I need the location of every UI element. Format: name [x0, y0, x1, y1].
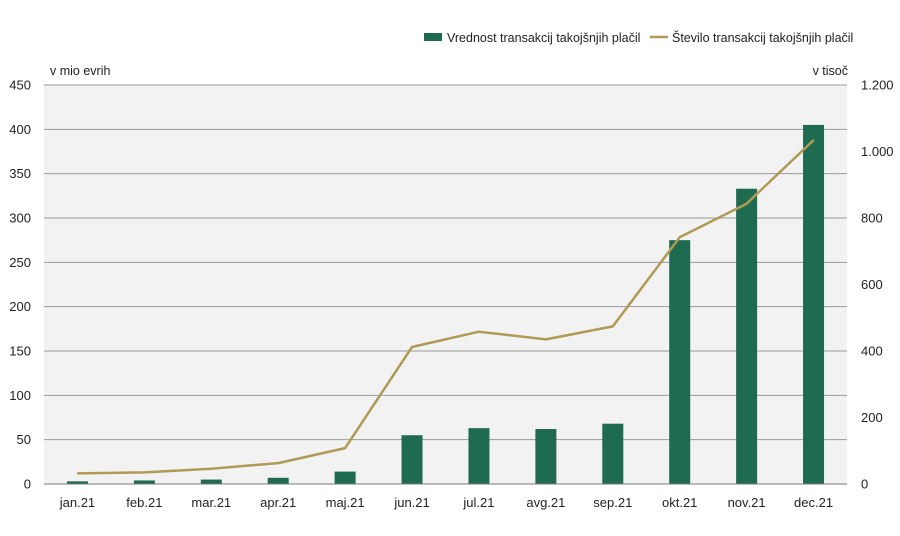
left-tick-label: 100 [9, 388, 31, 403]
line-point [812, 139, 815, 141]
right-tick-label: 200 [861, 410, 883, 425]
line-point [210, 467, 213, 470]
x-tick-label: apr.21 [260, 495, 296, 510]
left-tick-label: 300 [9, 211, 31, 226]
x-tick-label: sep.21 [593, 495, 632, 510]
x-tick-label: okt.21 [662, 495, 697, 510]
left-tick-label: 150 [9, 344, 31, 359]
bar [66, 481, 88, 484]
x-tick-label: dec.21 [794, 495, 833, 510]
line-point [143, 471, 146, 474]
x-tick-label: mar.21 [191, 495, 231, 510]
bar [535, 429, 557, 484]
bar [200, 479, 222, 484]
left-tick-label: 250 [9, 255, 31, 270]
right-tick-label: 1.000 [861, 144, 894, 159]
right-tick-label: 0 [861, 477, 868, 492]
legend-line-label: Število transakcij takojšnjih plačil [672, 30, 853, 45]
bar [669, 240, 691, 484]
x-tick-label: nov.21 [728, 495, 766, 510]
x-tick-label: avg.21 [526, 495, 565, 510]
line-point [344, 447, 346, 449]
left-tick-label: 0 [24, 477, 31, 492]
line-point [277, 462, 280, 464]
right-tick-label: 1.200 [861, 78, 894, 93]
grid-lines [44, 84, 847, 441]
left-tick-label: 400 [9, 122, 31, 137]
right-tick-label: 800 [861, 211, 883, 226]
line-series [76, 139, 815, 475]
plot-area [44, 85, 847, 484]
x-axis-ticks: jan.21 feb.21 mar.21 apr.21 maj.21 jun.21 jul.… [59, 495, 833, 510]
left-tick-label: 200 [9, 299, 31, 314]
left-axis-ticks: 0 50 100 150 200 250 300 350 400 450 [9, 78, 31, 492]
legend: Vrednost transakcij takojšnjih plačil Št… [424, 30, 853, 45]
right-axis-ticks: 0 200 400 600 800 1.000 1.200 [861, 78, 894, 492]
bar [401, 435, 423, 484]
bar [602, 423, 624, 484]
bar [803, 124, 825, 485]
right-tick-label: 600 [861, 277, 883, 292]
bar-series [66, 124, 825, 485]
right-tick-label: 400 [861, 344, 883, 359]
line-path [77, 139, 815, 475]
x-tick-label: jul.21 [462, 495, 494, 510]
bar [468, 428, 490, 484]
legend-bar-label: Vrednost transakcij takojšnjih plačil [447, 31, 640, 45]
bar [334, 471, 356, 484]
line-point [611, 325, 614, 328]
x-tick-label: jan.21 [59, 495, 95, 510]
left-tick-label: 350 [9, 166, 31, 181]
line-point [478, 330, 480, 333]
x-tick-label: feb.21 [126, 495, 162, 510]
line-point [745, 202, 748, 205]
bar [133, 480, 155, 484]
right-axis-label: v tisoč [813, 64, 848, 78]
line-point [678, 236, 681, 239]
x-tick-label: maj.21 [326, 495, 365, 510]
bar [267, 477, 289, 484]
left-axis-label: v mio evrih [50, 64, 110, 78]
line-point [545, 338, 547, 341]
left-tick-label: 50 [17, 432, 31, 447]
line-point [76, 472, 79, 475]
line-point [411, 346, 413, 348]
bar [736, 188, 758, 485]
x-tick-label: jun.21 [393, 495, 429, 510]
left-tick-label: 450 [9, 78, 31, 93]
legend-bar-swatch [424, 33, 442, 41]
